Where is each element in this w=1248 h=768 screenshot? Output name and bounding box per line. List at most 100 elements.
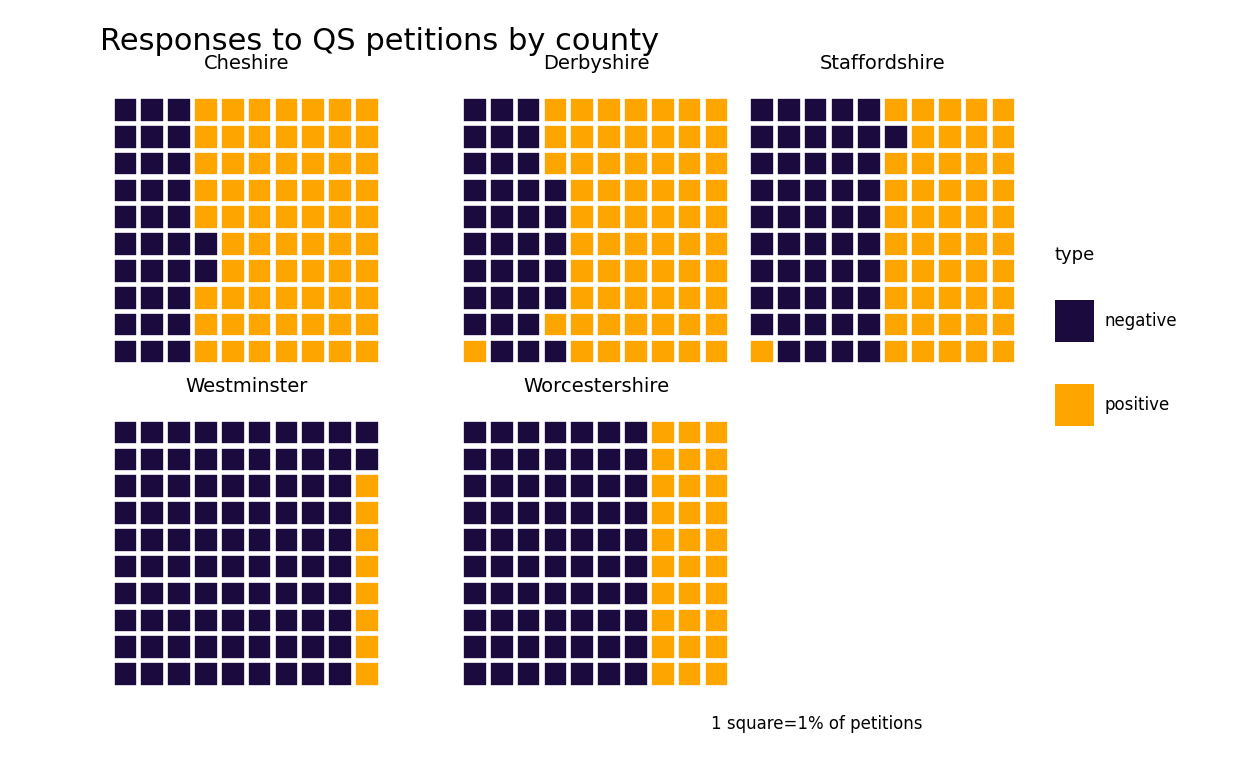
Bar [517, 339, 540, 363]
Bar [114, 98, 137, 122]
Bar [750, 286, 774, 310]
Bar [544, 286, 567, 310]
Bar [356, 313, 378, 336]
Bar [221, 232, 245, 256]
Bar [167, 206, 191, 229]
Bar [275, 206, 298, 229]
Bar [598, 259, 620, 283]
Bar [885, 313, 907, 336]
Bar [778, 313, 800, 336]
Bar [651, 448, 674, 471]
Bar [570, 528, 594, 551]
Bar [221, 448, 245, 471]
Bar [248, 635, 271, 659]
Bar [778, 286, 800, 310]
Bar [167, 581, 191, 605]
Bar [624, 232, 648, 256]
Bar [965, 313, 988, 336]
Bar [356, 662, 378, 686]
Bar [885, 286, 907, 310]
Bar [195, 608, 217, 632]
Bar [356, 179, 378, 202]
Bar [624, 662, 648, 686]
Bar [965, 125, 988, 148]
Bar [463, 125, 487, 148]
Bar [750, 125, 774, 148]
Bar [490, 259, 513, 283]
Bar [678, 313, 701, 336]
Bar [195, 421, 217, 445]
Bar [885, 179, 907, 202]
Bar [141, 125, 163, 148]
Bar [302, 581, 324, 605]
Bar [463, 232, 487, 256]
Bar [651, 259, 674, 283]
Bar [463, 98, 487, 122]
Bar [517, 448, 540, 471]
Bar [248, 554, 271, 578]
Bar [778, 125, 800, 148]
Bar [463, 286, 487, 310]
Bar [141, 421, 163, 445]
Bar [938, 259, 961, 283]
Bar [356, 502, 378, 525]
Bar [195, 528, 217, 551]
Bar [624, 608, 648, 632]
Bar [651, 125, 674, 148]
Bar [678, 581, 701, 605]
Bar [705, 286, 728, 310]
Bar [356, 206, 378, 229]
Bar [517, 232, 540, 256]
Bar [221, 421, 245, 445]
Bar [195, 339, 217, 363]
Bar [651, 528, 674, 551]
Bar [885, 152, 907, 175]
Bar [114, 232, 137, 256]
Bar [705, 502, 728, 525]
Bar [195, 554, 217, 578]
Bar [167, 421, 191, 445]
Bar [302, 339, 324, 363]
Bar [302, 421, 324, 445]
Bar [328, 528, 352, 551]
Bar [938, 286, 961, 310]
Bar [804, 125, 827, 148]
Bar [544, 662, 567, 686]
Bar [705, 662, 728, 686]
Bar [248, 313, 271, 336]
Bar [490, 502, 513, 525]
Bar [570, 179, 594, 202]
Bar [167, 448, 191, 471]
Bar [195, 502, 217, 525]
Bar [705, 581, 728, 605]
Bar [857, 206, 881, 229]
Bar [195, 475, 217, 498]
Bar [598, 339, 620, 363]
Bar [248, 528, 271, 551]
Bar [831, 98, 854, 122]
Bar [167, 339, 191, 363]
Bar [570, 554, 594, 578]
Bar [141, 232, 163, 256]
Bar [356, 259, 378, 283]
Bar [651, 608, 674, 632]
Bar [141, 286, 163, 310]
Bar [463, 421, 487, 445]
Bar [275, 448, 298, 471]
Bar [114, 448, 137, 471]
Bar [517, 152, 540, 175]
Bar [778, 98, 800, 122]
Bar [570, 608, 594, 632]
Bar [678, 339, 701, 363]
Bar [678, 98, 701, 122]
Bar [857, 232, 881, 256]
Bar [490, 339, 513, 363]
Bar [328, 475, 352, 498]
Bar [356, 286, 378, 310]
Bar [195, 206, 217, 229]
Bar [490, 152, 513, 175]
Bar [167, 286, 191, 310]
Bar [275, 421, 298, 445]
Bar [598, 662, 620, 686]
Bar [195, 98, 217, 122]
